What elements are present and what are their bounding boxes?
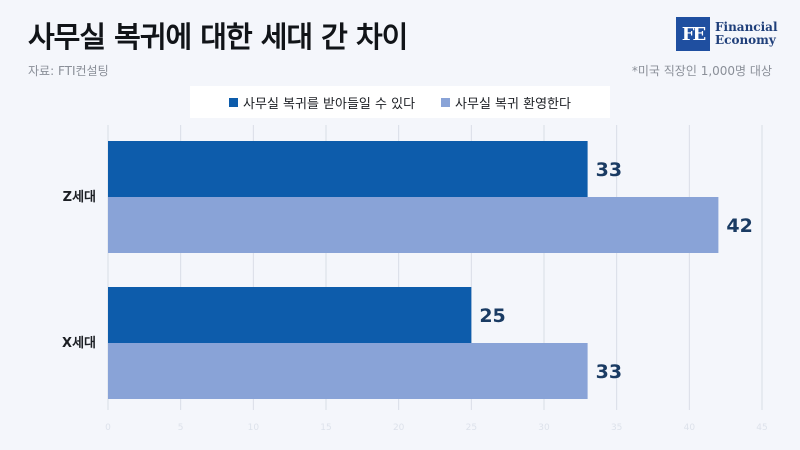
logo-text: Financial Economy bbox=[715, 21, 778, 47]
category-label: X세대 bbox=[62, 336, 96, 351]
bar bbox=[108, 197, 719, 253]
logo-line-2: Economy bbox=[715, 33, 776, 47]
x-tick-label: 40 bbox=[684, 423, 696, 433]
x-tick-label: 5 bbox=[178, 423, 184, 433]
x-tick-label: 15 bbox=[320, 423, 331, 433]
chart-title: 사무실 복귀에 대한 세대 간 차이 bbox=[28, 20, 408, 54]
data-label: 33 bbox=[596, 159, 622, 181]
bar bbox=[108, 287, 472, 343]
data-label: 33 bbox=[596, 361, 622, 383]
x-tick-label: 0 bbox=[105, 423, 111, 433]
legend-label-series-2: 사무실 복귀 환영한다 bbox=[455, 96, 571, 112]
legend: 사무실 복귀를 받아들일 수 있다 사무실 복귀 환영한다 bbox=[190, 86, 610, 118]
bar bbox=[108, 343, 588, 399]
x-tick-label: 30 bbox=[538, 423, 550, 433]
bar bbox=[108, 141, 588, 197]
data-label: 25 bbox=[479, 305, 505, 327]
note-text: *미국 직장인 1,000명 대상 bbox=[631, 64, 772, 78]
source-text: 자료: FTI컨설팅 bbox=[28, 64, 109, 78]
data-label: 42 bbox=[726, 215, 752, 237]
legend-swatch-series-1 bbox=[229, 97, 239, 107]
x-tick-label: 35 bbox=[611, 423, 622, 433]
logo-line-1: Financial bbox=[715, 20, 778, 34]
legend-swatch-series-2 bbox=[441, 97, 451, 107]
x-tick-label: 20 bbox=[393, 423, 405, 433]
logo-mark: FE bbox=[676, 17, 710, 51]
legend-item-series-1: 사무실 복귀를 받아들일 수 있다 bbox=[229, 93, 415, 112]
x-tick-label: 25 bbox=[466, 423, 477, 433]
x-tick-label: 45 bbox=[756, 423, 767, 433]
legend-item-series-2: 사무실 복귀 환영한다 bbox=[441, 93, 571, 112]
x-tick-label: 10 bbox=[248, 423, 260, 433]
category-label: Z세대 bbox=[63, 190, 96, 205]
legend-label-series-1: 사무실 복귀를 받아들일 수 있다 bbox=[243, 96, 416, 112]
logo: FE Financial Economy bbox=[676, 17, 778, 51]
